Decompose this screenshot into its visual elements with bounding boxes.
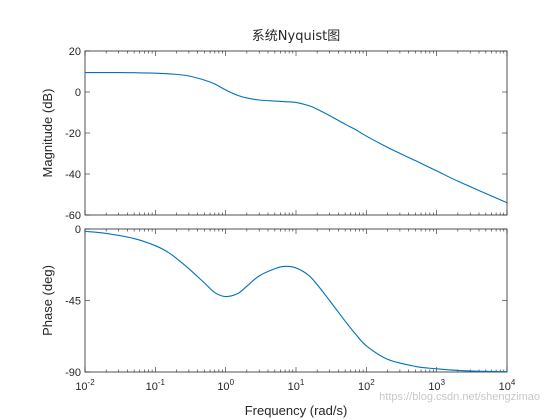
x-tick-label: 101 <box>288 378 305 393</box>
x-tick-label: 103 <box>428 378 445 393</box>
x-tick-label: 10-1 <box>146 378 166 393</box>
axes-box <box>84 228 508 373</box>
y-tick-label: 20 <box>69 46 81 58</box>
x-axis-label: Frequency (rad/s) <box>245 403 348 418</box>
y-tick-label: 0 <box>75 87 81 99</box>
axes-box <box>84 50 508 216</box>
x-tick-label: 104 <box>499 378 516 393</box>
y-axis-label: Phase (deg) <box>40 265 55 336</box>
watermark-text: https://blog.csdn.net/shengzimao <box>379 391 540 403</box>
y-tick-label: -40 <box>65 169 81 181</box>
series-line <box>84 71 508 204</box>
y-tick-label: -45 <box>65 296 81 308</box>
y-axis-label: Magnitude (dB) <box>40 89 55 178</box>
x-tick-label: 10-2 <box>75 378 95 393</box>
x-tick-label: 102 <box>358 378 375 393</box>
y-tick-label: -90 <box>65 367 81 379</box>
y-tick-label: -20 <box>65 128 81 140</box>
series-line <box>84 230 508 373</box>
phase-panel: 0 -45 -90 Phase (deg) 10-2 10-1 100 101 102 103 10… <box>40 224 516 393</box>
y-tick-label: 0 <box>75 224 81 236</box>
x-tick-label: 100 <box>217 378 234 393</box>
y-tick-label: -60 <box>65 210 81 222</box>
magnitude-panel: 20 0 -20 -40 -60 Magnitude (dB) <box>40 46 508 222</box>
figure-title: 系统Nyquist图 <box>252 29 340 44</box>
